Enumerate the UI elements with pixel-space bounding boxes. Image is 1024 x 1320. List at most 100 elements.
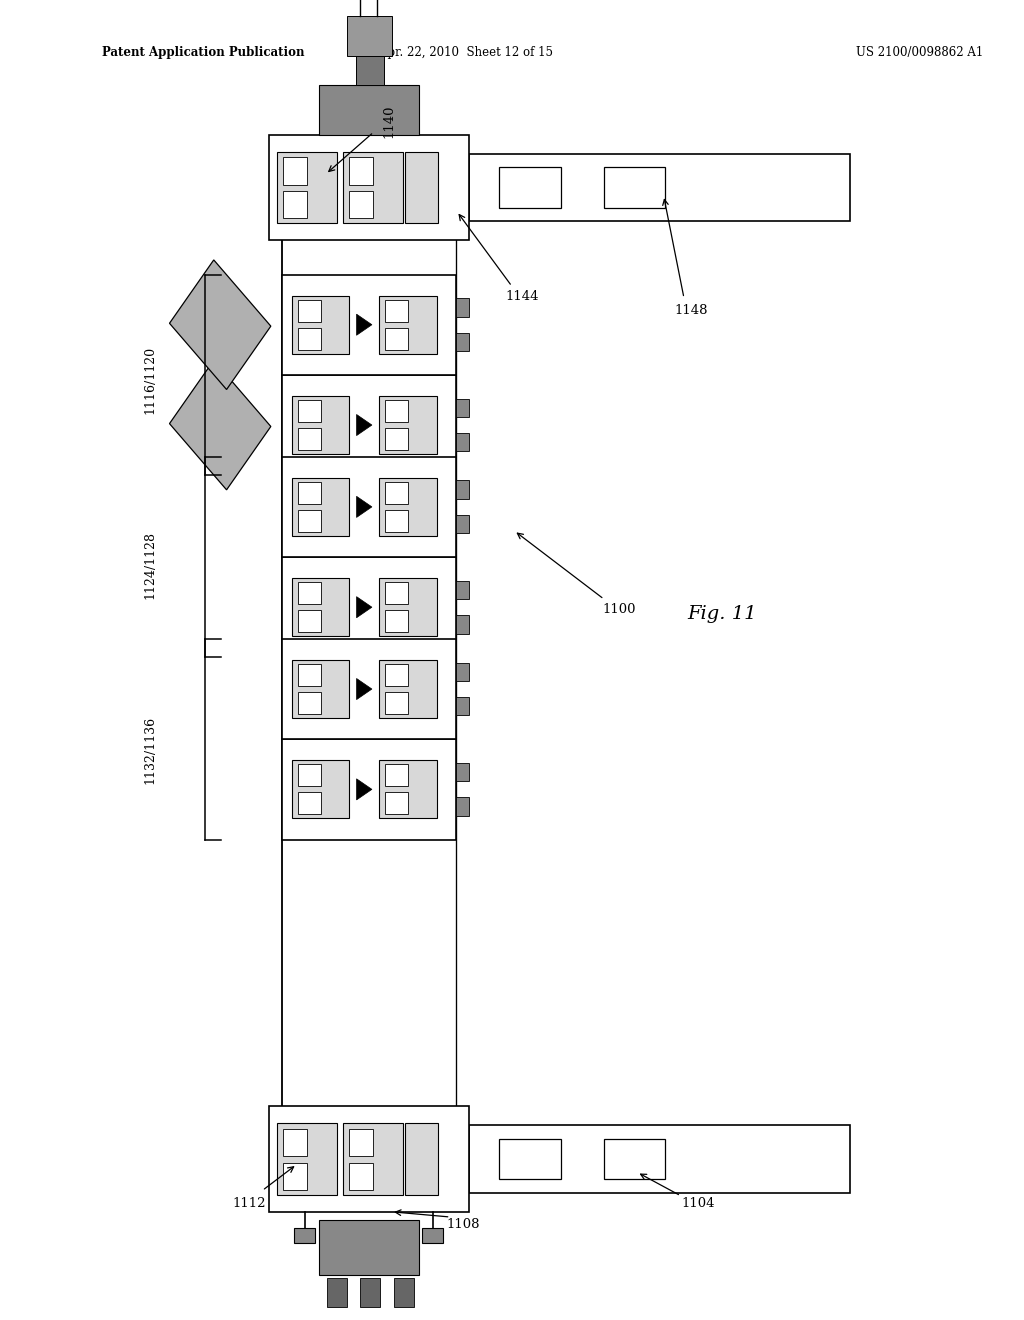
- Bar: [385, 692, 408, 714]
- Bar: [385, 510, 408, 532]
- Bar: [327, 1278, 347, 1307]
- Bar: [343, 152, 402, 223]
- Bar: [393, 1278, 414, 1307]
- Bar: [385, 764, 408, 787]
- Bar: [385, 582, 408, 605]
- Text: 1132/1136: 1132/1136: [143, 715, 157, 784]
- Bar: [348, 191, 373, 218]
- Bar: [298, 400, 321, 422]
- Bar: [385, 300, 408, 322]
- Polygon shape: [356, 496, 372, 517]
- Text: 1112: 1112: [232, 1197, 265, 1210]
- Polygon shape: [356, 597, 372, 618]
- Text: 1148: 1148: [675, 304, 708, 317]
- Bar: [292, 296, 349, 354]
- Bar: [298, 482, 321, 504]
- Bar: [423, 1228, 443, 1243]
- Bar: [298, 510, 321, 532]
- Bar: [456, 480, 469, 499]
- Bar: [283, 191, 306, 218]
- Bar: [456, 433, 469, 451]
- Bar: [292, 396, 349, 454]
- Bar: [298, 610, 321, 632]
- Bar: [385, 428, 408, 450]
- Bar: [318, 84, 419, 135]
- Bar: [298, 664, 321, 686]
- Bar: [298, 428, 321, 450]
- Bar: [385, 792, 408, 814]
- Bar: [170, 360, 270, 490]
- Bar: [604, 1139, 666, 1179]
- Bar: [456, 697, 469, 715]
- Polygon shape: [356, 678, 372, 700]
- Text: 1140: 1140: [383, 104, 395, 139]
- Bar: [379, 578, 436, 636]
- Bar: [456, 615, 469, 634]
- Bar: [348, 157, 373, 185]
- Polygon shape: [356, 314, 372, 335]
- Text: Apr. 22, 2010  Sheet 12 of 15: Apr. 22, 2010 Sheet 12 of 15: [379, 46, 553, 59]
- Bar: [456, 581, 469, 599]
- Bar: [404, 152, 437, 223]
- Bar: [298, 792, 321, 814]
- Bar: [283, 1163, 306, 1189]
- Bar: [379, 660, 436, 718]
- Bar: [298, 764, 321, 787]
- Bar: [282, 457, 456, 557]
- Bar: [268, 135, 469, 240]
- Bar: [282, 739, 456, 840]
- Bar: [298, 582, 321, 605]
- Bar: [379, 760, 436, 818]
- Bar: [282, 639, 456, 739]
- Bar: [456, 298, 469, 317]
- Bar: [292, 660, 349, 718]
- Bar: [500, 168, 561, 207]
- Bar: [379, 396, 436, 454]
- Bar: [282, 275, 456, 375]
- Text: 1124/1128: 1124/1128: [143, 531, 157, 599]
- Bar: [385, 664, 408, 686]
- Text: 1144: 1144: [506, 290, 539, 304]
- Bar: [282, 557, 456, 657]
- Text: US 2100/0098862 A1: US 2100/0098862 A1: [856, 46, 983, 59]
- Bar: [268, 1106, 469, 1212]
- Bar: [294, 1228, 314, 1243]
- Bar: [355, 55, 384, 84]
- Bar: [318, 1220, 419, 1275]
- Bar: [500, 1139, 561, 1179]
- Bar: [276, 1123, 337, 1195]
- Bar: [292, 478, 349, 536]
- Bar: [282, 375, 456, 475]
- Bar: [456, 333, 469, 351]
- Bar: [456, 663, 469, 681]
- Bar: [379, 478, 436, 536]
- Text: 1104: 1104: [682, 1197, 715, 1210]
- Bar: [348, 1163, 373, 1189]
- Bar: [360, 1278, 380, 1307]
- Text: Patent Application Publication: Patent Application Publication: [102, 46, 305, 59]
- Bar: [404, 1123, 437, 1195]
- Bar: [283, 157, 306, 185]
- Polygon shape: [356, 414, 372, 436]
- Bar: [604, 168, 666, 207]
- Bar: [379, 296, 436, 354]
- Bar: [469, 1126, 850, 1193]
- Bar: [283, 1129, 306, 1156]
- Bar: [298, 327, 321, 350]
- Bar: [276, 152, 337, 223]
- Bar: [348, 1129, 373, 1156]
- Text: 1100: 1100: [603, 603, 636, 616]
- Bar: [385, 327, 408, 350]
- Bar: [298, 692, 321, 714]
- Text: Fig. 11: Fig. 11: [687, 605, 757, 623]
- Bar: [469, 154, 850, 222]
- Bar: [298, 300, 321, 322]
- Text: 1108: 1108: [446, 1218, 479, 1232]
- Bar: [385, 482, 408, 504]
- Bar: [170, 260, 270, 389]
- Bar: [292, 760, 349, 818]
- Bar: [456, 797, 469, 816]
- Bar: [347, 16, 392, 55]
- Bar: [456, 515, 469, 533]
- Bar: [385, 610, 408, 632]
